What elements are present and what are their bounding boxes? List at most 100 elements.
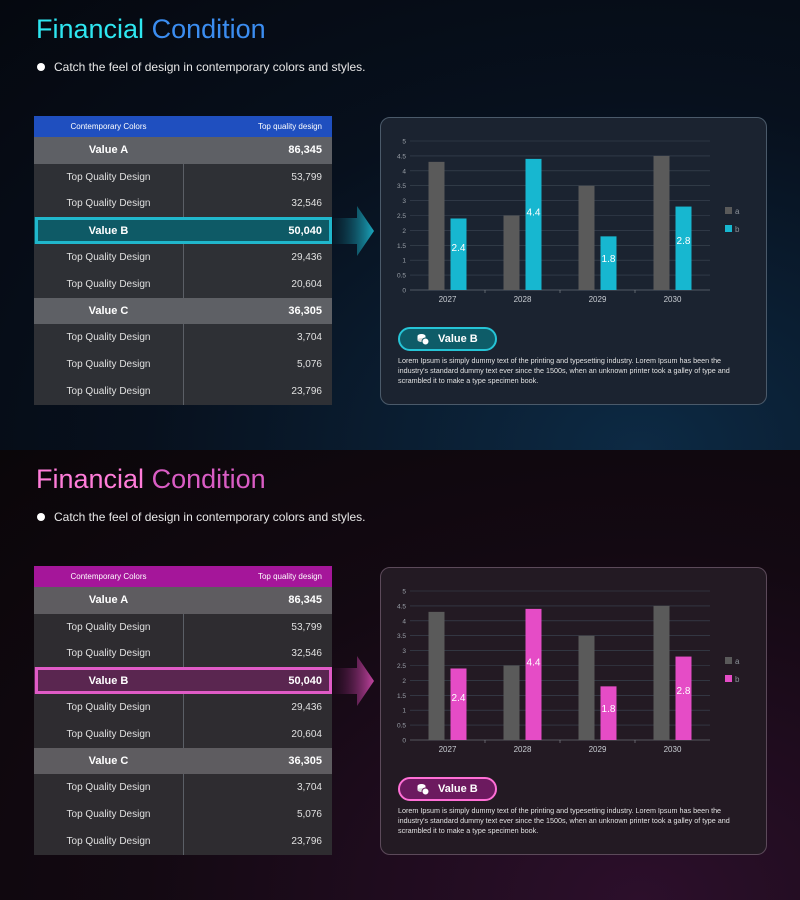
coins-icon [417,334,430,346]
bar-series-b [675,206,692,290]
y-tick-label: 0 [402,288,406,295]
data-label-b: 1.8 [602,704,616,715]
coins-icon [417,784,430,796]
bullet-dot-icon [37,513,45,521]
table-header-col-2: Top quality design [257,572,322,581]
legend-swatch-b [725,225,732,232]
x-tick-label: 2029 [589,295,607,304]
data-label-b: 1.8 [602,254,616,265]
table-row: Top Quality Design 23,796 [66,835,322,847]
table-row: Top Quality Design 20,604 [66,728,322,740]
table-row: Top Quality Design 32,546 [66,198,322,210]
legend-swatch-b [725,675,732,682]
y-tick-label: 3.5 [397,633,406,640]
bar-series-b [450,218,467,290]
y-tick-label: 5 [402,589,406,596]
y-tick-label: 4.5 [397,603,406,610]
arrow-right-icon [333,206,374,256]
bullet-point: Catch the feel of design in contemporary… [37,510,366,524]
table-row-value-a: Value A 86,345 [34,137,332,164]
data-table: Contemporary Colors Top quality design V… [34,566,332,855]
slide-pink: Financial Condition Catch the feel of de… [0,450,800,900]
data-table: Contemporary Colors Top quality design V… [34,116,332,405]
legend-swatch-a [725,657,732,664]
bullet-dot-icon [37,63,45,71]
bar-chart: 0 0.5 1 1.5 2 2.5 3 3.5 4 4.5 5 2.4 2027 4.4 2028 1.8 20… [397,589,740,755]
x-tick-label: 2029 [589,745,607,754]
y-tick-label: 3 [402,198,406,205]
data-label-b: 2.8 [677,686,691,697]
y-tick-label: 1.5 [397,243,406,250]
column-divider [183,587,184,855]
description-text: Lorem Ipsum is simply dummy text of the … [398,806,730,835]
y-tick-label: 4 [402,618,406,625]
table-row: Top Quality Design 3,704 [66,782,322,794]
y-tick-label: 2 [402,678,406,685]
table-header-col-1: Contemporary Colors [70,572,147,581]
table-row: Top Quality Design 53,799 [66,621,322,633]
y-tick-label: 2.5 [397,213,406,220]
bar-series-b [450,668,467,740]
legend-label-b: b [735,225,740,234]
bar-series-a [653,605,670,740]
bar-series-b [600,236,617,290]
y-tick-label: 1 [402,708,406,715]
y-tick-label: 5 [402,139,406,146]
y-tick-label: 2 [402,228,406,235]
y-tick-label: 0.5 [397,273,406,280]
table-row: Top Quality Design 29,436 [66,701,322,713]
data-label-b: 4.4 [527,207,541,218]
table-row: Top Quality Design 5,076 [66,358,322,370]
table-row: Top Quality Design 5,076 [66,808,322,820]
table-header-col-1: Contemporary Colors [70,122,147,131]
bar-series-b [525,158,542,290]
x-tick-label: 2028 [514,745,532,754]
bar-series-a [428,161,445,290]
y-tick-label: 1.5 [397,693,406,700]
value-b-pill: Value B [398,777,497,801]
bar-series-a [578,185,595,290]
value-b-pill: Value B [398,327,497,351]
table-row: Top Quality Design 3,704 [66,332,322,344]
x-tick-label: 2028 [514,295,532,304]
bar-series-b [675,656,692,740]
bar-chart: 0 0.5 1 1.5 2 2.5 3 3.5 4 4.5 5 2.4 2027 4.4 2028 1.8 20… [397,139,740,305]
x-tick-label: 2030 [664,745,682,754]
x-tick-label: 2027 [439,295,457,304]
data-label-b: 2.4 [452,693,466,704]
table-row-value-a: Value A 86,345 [34,587,332,614]
legend-swatch-a [725,207,732,214]
bullet-point: Catch the feel of design in contemporary… [37,60,366,74]
y-tick-label: 3 [402,648,406,655]
x-tick-label: 2027 [439,745,457,754]
table-row: Top Quality Design 32,546 [66,648,322,660]
table-row: Top Quality Design 29,436 [66,251,322,263]
y-tick-label: 3.5 [397,183,406,190]
slide-blue: Financial Condition Catch the feel of de… [0,0,800,450]
bar-series-b [525,608,542,740]
data-label-b: 2.4 [452,243,466,254]
bar-series-a [503,665,520,740]
table-row-value-b-highlighted: Value B 50,040 [34,217,332,244]
legend-label-b: b [735,675,740,684]
table-row: Top Quality Design 23,796 [66,385,322,397]
table-row: Top Quality Design 53,799 [66,171,322,183]
y-tick-label: 0.5 [397,723,406,730]
description-text: Lorem Ipsum is simply dummy text of the … [398,356,730,385]
column-divider [183,137,184,405]
slide-title: Financial Condition [36,14,266,44]
data-label-b: 4.4 [527,657,541,668]
legend-label-a: a [735,657,740,666]
table-header: Contemporary Colors Top quality design [34,116,332,137]
y-tick-label: 1 [402,258,406,265]
bar-series-a [653,155,670,290]
slide-title: Financial Condition [36,464,266,494]
table-row-value-b-highlighted: Value B 50,040 [34,667,332,694]
bar-series-a [578,635,595,740]
table-row: Top Quality Design 20,604 [66,278,322,290]
table-header-col-2: Top quality design [257,122,322,131]
bar-series-a [503,215,520,290]
y-tick-label: 4 [402,168,406,175]
table-header: Contemporary Colors Top quality design [34,566,332,587]
legend-label-a: a [735,207,740,216]
